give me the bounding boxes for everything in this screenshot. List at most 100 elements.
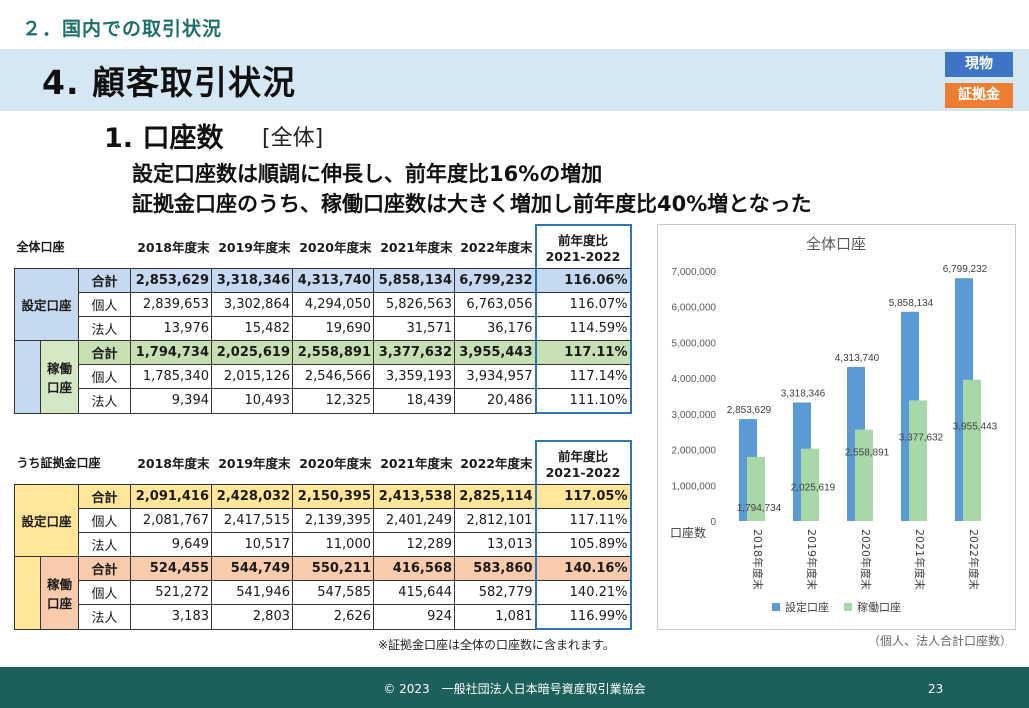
unit-note: （個人、法人合計口座数）	[868, 634, 1013, 648]
row-kind: 法人	[78, 604, 131, 630]
table-cell: 9,394	[130, 388, 212, 414]
y-tick-label: 0	[710, 517, 716, 528]
subtitle: 1. 口座数	[104, 123, 224, 154]
x-tick-label: 2021年度末	[913, 529, 927, 590]
table-cell: 3,377,632	[373, 340, 455, 365]
table-row: 法人 3,183 2,803 2,626 924 1,081 116.99%	[15, 604, 632, 630]
table-name: 全体口座	[16, 240, 65, 254]
bar-active	[909, 400, 927, 521]
column-header: 2022年度末	[460, 456, 533, 471]
table-row: 稼働 口座 合計 524,455 544,749 550,211 416,568 583,86…	[14, 556, 632, 630]
table-cell: 2,091,416	[130, 484, 212, 509]
table-cell: 544,749	[211, 556, 293, 581]
column-header: 2020年度末	[299, 456, 372, 471]
yoy-cell: 117.11%	[534, 340, 632, 365]
bar-label-active: 1,794,734	[737, 503, 782, 514]
table-cell: 15,482	[211, 316, 293, 341]
table-cell: 1,081	[454, 604, 536, 630]
yoy-cell: 105.89%	[534, 532, 632, 557]
table-row: 個人 521,272 541,946 547,585 415,644 582,779 140…	[15, 580, 632, 605]
table-cell: 3,934,957	[454, 364, 536, 389]
table-cell: 2,839,653	[130, 292, 212, 317]
yoy-cell: 140.21%	[534, 580, 632, 605]
table-cell: 521,272	[130, 580, 212, 605]
yoy-cell: 117.14%	[534, 364, 632, 389]
bar-label-active: 3,955,443	[953, 422, 998, 433]
table-cell: 2,417,515	[211, 508, 293, 533]
legend-label-set: 設定口座	[785, 600, 829, 614]
bar-active	[801, 448, 819, 521]
yoy-cell: 111.10%	[534, 388, 632, 414]
table-cell: 2,081,767	[130, 508, 212, 533]
y-axis-label: 口座数	[670, 525, 706, 540]
table-cell: 11,000	[292, 532, 374, 557]
page-number: 23	[928, 682, 944, 696]
table-cell: 524,455	[130, 556, 212, 581]
table-cell: 4,313,740	[292, 268, 374, 293]
table-cell: 3,183	[130, 604, 212, 630]
page-title: 4. 顧客取引状況	[42, 63, 296, 102]
group-label-continuation	[14, 556, 41, 630]
bar-active	[855, 429, 873, 521]
table-cell: 6,799,232	[454, 268, 536, 293]
chart-svg: 全体口座 0 1,000,000 2,000,000 3,000,000 4,000,00…	[670, 235, 998, 614]
table-cell: 6,763,056	[454, 292, 536, 317]
table-cell: 13,976	[130, 316, 212, 341]
margin-accounts-table: うち証拠金口座 2018年度末 2019年度末 2020年度末 2021年度末 2022年…	[14, 440, 632, 630]
table-cell: 2,015,126	[211, 364, 293, 389]
column-header: 2019年度末	[218, 456, 291, 471]
total-accounts-table: 全体口座 2018年度末 2019年度末 2020年度末 2021年度末 2022年度末前…	[14, 224, 632, 414]
table-cell: 20,486	[454, 388, 536, 414]
table-cell: 2,812,101	[454, 508, 536, 533]
column-header: 2019年度末	[218, 240, 291, 255]
table-cell: 3,318,346	[211, 268, 293, 293]
yoy-header: 前年度比 2021-2022	[534, 440, 632, 485]
table-cell: 550,211	[292, 556, 374, 581]
row-kind: 法人	[78, 532, 131, 557]
table-cell: 10,517	[211, 532, 293, 557]
sub-group-label: 稼働 口座	[40, 340, 79, 414]
footer-bar	[0, 667, 1029, 708]
y-tick-label: 1,000,000	[672, 481, 717, 492]
column-header: 2020年度末	[299, 240, 372, 255]
table-cell: 12,325	[292, 388, 374, 414]
group-label-continuation	[14, 340, 41, 414]
yoy-header: 前年度比 2021-2022	[534, 224, 632, 269]
table-cell: 2,139,395	[292, 508, 374, 533]
table-row: 個人 2,081,767 2,417,515 2,139,395 2,401,249 2,…	[15, 508, 632, 533]
bar-active	[747, 456, 765, 521]
table-cell: 31,571	[373, 316, 455, 341]
table-cell: 547,585	[292, 580, 374, 605]
spot-tag: 現物	[945, 52, 1013, 77]
x-tick-label: 2022年度末	[967, 529, 981, 590]
column-header: 2018年度末	[137, 240, 210, 255]
table-cell: 2,853,629	[130, 268, 212, 293]
table-cell: 1,785,340	[130, 364, 212, 389]
legend-swatch-set	[772, 603, 780, 611]
table-cell: 2,626	[292, 604, 374, 630]
yoy-cell: 117.05%	[534, 484, 632, 509]
account-chart: 全体口座 0 1,000,000 2,000,000 3,000,000 4,000,00…	[657, 224, 1016, 630]
y-tick-label: 6,000,000	[672, 303, 717, 314]
bar-label-active: 3,377,632	[899, 432, 944, 443]
yoy-cell: 140.16%	[534, 556, 632, 581]
yoy-cell: 116.06%	[534, 268, 632, 293]
title-banner	[0, 49, 1029, 111]
table-row: 法人 9,394 10,493 12,325 18,439 20,486 111.10%	[15, 388, 632, 414]
yoy-cell: 117.11%	[534, 508, 632, 533]
x-tick-label: 2020年度末	[859, 529, 873, 590]
row-kind: 個人	[78, 292, 131, 317]
table-cell: 2,825,114	[454, 484, 536, 509]
table-cell: 36,176	[454, 316, 536, 341]
table-cell: 3,359,193	[373, 364, 455, 389]
x-tick-label: 2019年度末	[805, 529, 819, 590]
y-tick-label: 2,000,000	[672, 446, 717, 457]
bar-label-set: 5,858,134	[889, 298, 934, 309]
table-cell: 2,401,249	[373, 508, 455, 533]
table-cell: 1,794,734	[130, 340, 212, 365]
legend-swatch-active	[844, 603, 852, 611]
chart-title: 全体口座	[806, 235, 866, 253]
row-kind: 法人	[78, 316, 131, 341]
row-kind: 個人	[78, 580, 131, 605]
table-cell: 4,294,050	[292, 292, 374, 317]
